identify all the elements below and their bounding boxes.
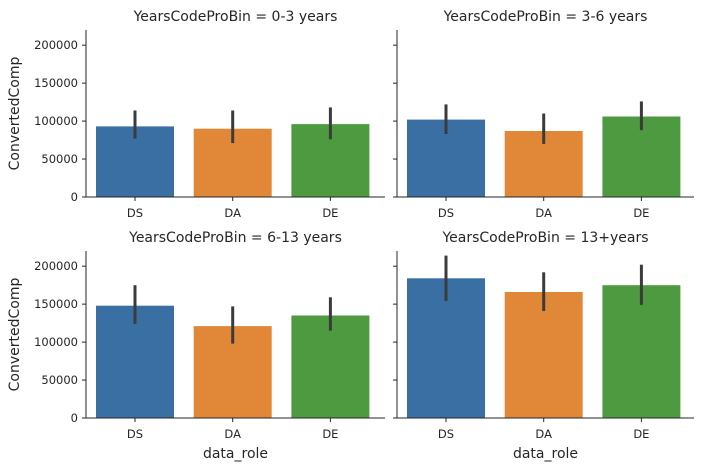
y-tick-label: 200000 <box>34 259 78 273</box>
panel-title: YearsCodeProBin = 0-3 years <box>133 9 338 25</box>
panel-title: YearsCodeProBin = 13+years <box>441 230 648 246</box>
x-tick-label: DA <box>224 206 241 220</box>
y-tick-label: 0 <box>71 190 78 204</box>
y-axis-title: ConvertedComp <box>7 57 23 171</box>
x-tick-label: DA <box>224 427 241 441</box>
bar <box>291 315 370 418</box>
bar <box>96 305 174 418</box>
y-tick-label: 50000 <box>41 152 78 166</box>
y-tick-label: 50000 <box>41 373 78 387</box>
y-axis-title: ConvertedComp <box>7 278 23 392</box>
x-tick-label: DA <box>535 206 552 220</box>
x-tick-label: DS <box>438 427 454 441</box>
x-tick-label: DE <box>633 206 649 220</box>
y-tick-label: 200000 <box>34 38 78 52</box>
y-tick-label: 0 <box>71 411 78 425</box>
y-tick-label: 150000 <box>34 76 78 90</box>
x-tick-label: DS <box>438 206 454 220</box>
y-tick-label: 100000 <box>34 114 78 128</box>
bar <box>504 292 583 418</box>
y-tick-label: 150000 <box>34 297 78 311</box>
x-axis-title: data_role <box>513 446 578 462</box>
x-tick-label: DS <box>127 427 143 441</box>
bar <box>407 278 485 418</box>
y-tick-label: 100000 <box>34 335 78 349</box>
panel-title: YearsCodeProBin = 3-6 years <box>443 9 648 25</box>
x-tick-label: DE <box>322 427 338 441</box>
panel-title: YearsCodeProBin = 6-13 years <box>128 230 342 246</box>
x-axis-title: data_role <box>203 446 268 462</box>
bar <box>602 285 681 418</box>
x-tick-label: DE <box>633 427 649 441</box>
x-tick-label: DA <box>535 427 552 441</box>
x-tick-label: DS <box>127 206 143 220</box>
x-tick-label: DE <box>322 206 338 220</box>
